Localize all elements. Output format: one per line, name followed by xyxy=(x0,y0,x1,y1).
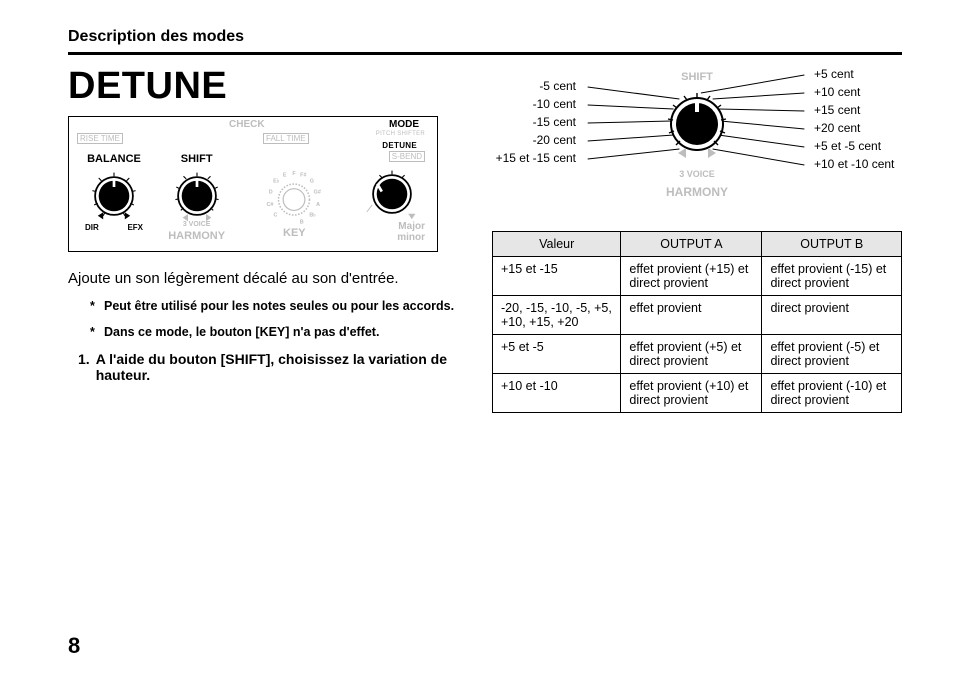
fall-time-label: FALL TIME xyxy=(263,133,309,144)
harmony-bottom: HARMONY xyxy=(666,185,728,199)
major-label: Major xyxy=(357,221,425,232)
step-text: A l'aide du bouton [SHIFT], choisissez l… xyxy=(96,351,468,383)
cell: +5 et -5 xyxy=(493,335,621,374)
svg-text:B♭: B♭ xyxy=(310,213,317,219)
svg-text:F: F xyxy=(293,171,297,177)
svg-text:A: A xyxy=(316,202,320,208)
val-l0: -5 cent xyxy=(539,79,576,93)
section-header: Description des modes xyxy=(68,28,902,46)
voice3-bottom: 3 VOICE xyxy=(679,169,715,179)
intro-text: Ajoute un son légèrement décalé au son d… xyxy=(68,270,468,287)
page-title: DETUNE xyxy=(68,65,468,108)
check-label: CHECK xyxy=(229,119,265,130)
svg-text:G: G xyxy=(310,179,314,185)
th-output-b: OUTPUT B xyxy=(762,232,902,257)
svg-text:E♭: E♭ xyxy=(273,179,280,185)
val-l1: -10 cent xyxy=(533,97,576,111)
table-row: +5 et -5 effet provient (+5) et direct p… xyxy=(493,335,902,374)
svg-text:F#: F# xyxy=(300,172,306,178)
cell: -20, -15, -10, -5, +5, +10, +15, +20 xyxy=(493,296,621,335)
svg-text:D: D xyxy=(269,189,273,195)
svg-text:B: B xyxy=(300,220,304,226)
shift-knob xyxy=(170,169,224,223)
cell: effet provient xyxy=(621,296,762,335)
shift-diagram: SHIFT 3 xyxy=(492,65,902,225)
val-r2: +15 cent xyxy=(814,103,860,117)
svg-text:C: C xyxy=(274,213,278,219)
table-row: +10 et -10 effet provient (+10) et direc… xyxy=(493,374,902,413)
val-r4: +5 et -5 cent xyxy=(814,139,881,153)
page-number: 8 xyxy=(68,633,80,659)
values-table: Valeur OUTPUT A OUTPUT B +15 et -15 effe… xyxy=(492,231,902,413)
table-row: -20, -15, -10, -5, +5, +10, +15, +20 eff… xyxy=(493,296,902,335)
shift-label: SHIFT xyxy=(162,153,232,165)
minor-label: minor xyxy=(357,232,425,243)
note-2: Dans ce mode, le bouton [KEY] n'a pas d'… xyxy=(90,325,468,339)
panel-diagram: CHECK MODE PITCH SHIFTER RISE TIME FALL … xyxy=(68,116,438,252)
mode-label: MODE xyxy=(389,119,419,130)
shift-top-label: SHIFT xyxy=(681,71,713,83)
balance-knob xyxy=(87,169,141,223)
val-r5: +10 et -10 cent xyxy=(814,157,894,171)
mode-knob xyxy=(365,167,419,221)
table-row: +15 et -15 effet provient (+15) et direc… xyxy=(493,257,902,296)
header-rule xyxy=(68,52,902,55)
key-label: KEY xyxy=(244,227,344,239)
cell: effet provient (-5) et direct provient xyxy=(762,335,902,374)
th-output-a: OUTPUT A xyxy=(621,232,762,257)
val-r1: +10 cent xyxy=(814,85,860,99)
cell: effet provient (+10) et direct provient xyxy=(621,374,762,413)
svg-text:C#: C# xyxy=(267,202,274,208)
step-1: 1 A l'aide du bouton [SHIFT], choisissez… xyxy=(78,351,468,383)
pitch-shifter-label: PITCH SHIFTER xyxy=(376,131,425,137)
val-r0: +5 cent xyxy=(814,67,854,81)
cell: direct provient xyxy=(762,296,902,335)
balance-label: BALANCE xyxy=(79,153,149,165)
shift-diagram-knob xyxy=(660,87,734,161)
val-r3: +20 cent xyxy=(814,121,860,135)
cell: effet provient (+5) et direct provient xyxy=(621,335,762,374)
svg-text:E: E xyxy=(283,172,287,178)
svg-text:G#: G# xyxy=(314,189,321,195)
cell: +15 et -15 xyxy=(493,257,621,296)
efx-label: EFX xyxy=(127,223,143,232)
detune-label: DETUNE xyxy=(382,141,417,150)
harmony-label: HARMONY xyxy=(162,230,232,242)
cell: +10 et -10 xyxy=(493,374,621,413)
cell: effet provient (+15) et direct provient xyxy=(621,257,762,296)
step-number: 1 xyxy=(78,351,90,367)
note-1: Peut être utilisé pour les notes seules … xyxy=(90,299,468,313)
key-dial: F F# E G E♭ G# D A C# B♭ C xyxy=(263,167,325,229)
th-valeur: Valeur xyxy=(493,232,621,257)
dir-label: DIR xyxy=(85,223,99,232)
val-l3: -20 cent xyxy=(533,133,576,147)
cell: effet provient (-15) et direct provient xyxy=(762,257,902,296)
rise-time-label: RISE TIME xyxy=(77,133,123,144)
val-l4: +15 et -15 cent xyxy=(496,151,576,165)
val-l2: -15 cent xyxy=(533,115,576,129)
cell: effet provient (-10) et direct provient xyxy=(762,374,902,413)
